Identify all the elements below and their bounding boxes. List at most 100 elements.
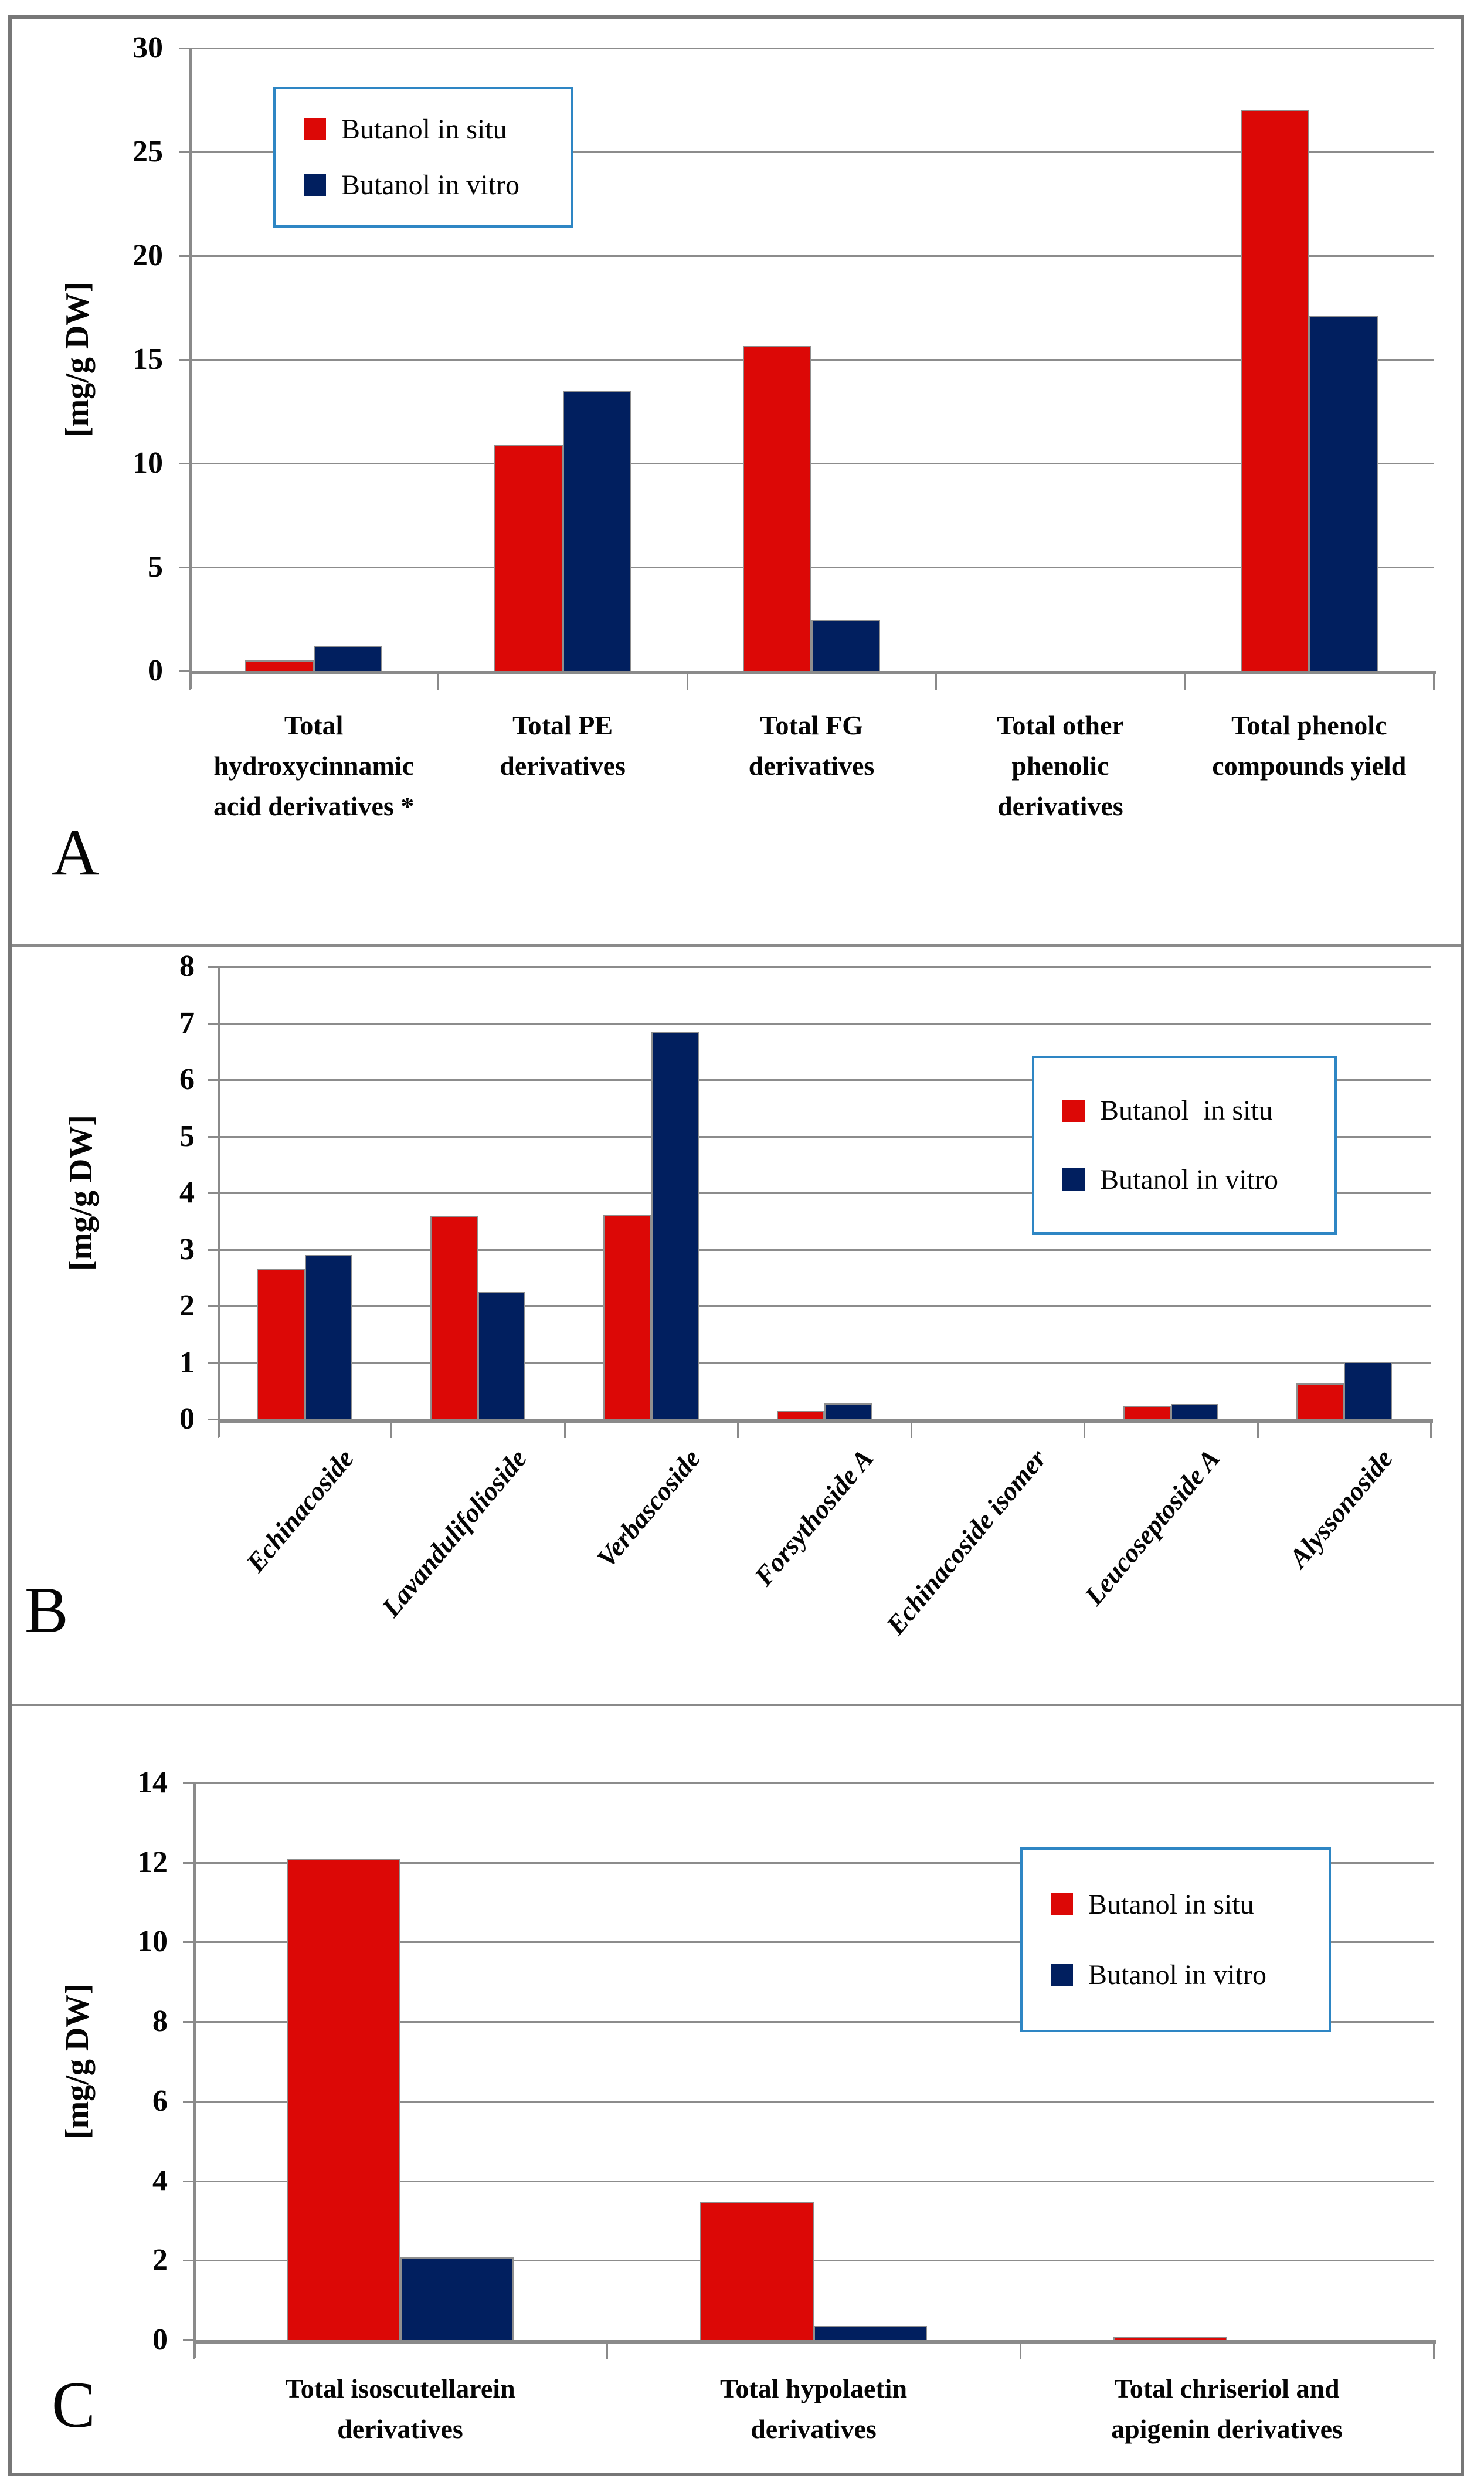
y-tick-mark xyxy=(179,463,191,464)
y-tick-label: 15 xyxy=(133,343,163,376)
bar-butanol-in-vitro xyxy=(314,646,382,671)
y-tick-label: 5 xyxy=(179,1119,195,1153)
x-axis xyxy=(218,1419,1433,1423)
gridline xyxy=(218,1022,1431,1025)
gridline xyxy=(189,48,1434,49)
legend-box: Butanol in situ Butanol in vitro xyxy=(1032,1056,1337,1235)
legend-entry: Butanol in situ xyxy=(1051,1888,1329,1921)
gridline xyxy=(218,966,1431,968)
x-tick-mark xyxy=(1257,1423,1259,1438)
panel-letter-c: C xyxy=(52,2369,96,2441)
x-category-label: Total FG derivatives xyxy=(748,710,875,781)
y-tick-label: 12 xyxy=(137,1845,168,1879)
x-tick-mark xyxy=(390,1423,393,1438)
bar-butanol-in-situ xyxy=(245,660,314,671)
y-axis xyxy=(193,1783,196,2358)
y-tick-mark xyxy=(179,359,191,361)
panel-divider-a-b xyxy=(12,944,1461,947)
bar-butanol-in-vitro xyxy=(651,1031,699,1419)
bar-butanol-in-vitro xyxy=(304,1255,352,1419)
y-tick-mark xyxy=(208,966,219,968)
y-tick-label: 7 xyxy=(179,1006,195,1040)
legend-entry: Butanol in situ xyxy=(304,113,571,145)
legend-swatch-in-situ xyxy=(304,118,326,141)
x-category-label: Total other phenolic derivatives xyxy=(996,710,1124,821)
legend-swatch-in-vitro xyxy=(304,174,326,196)
y-tick-label: 1 xyxy=(179,1345,195,1379)
gridline xyxy=(189,255,1434,257)
y-tick-mark xyxy=(183,2021,195,2023)
x-tick-mark xyxy=(1433,674,1435,690)
gridline xyxy=(218,1305,1431,1307)
x-tick-mark xyxy=(1084,1423,1086,1438)
y-tick-label: 2 xyxy=(152,2243,168,2277)
x-tick-mark xyxy=(606,2344,608,2359)
y-axis-title: [mg/g DW] xyxy=(59,1983,96,2139)
y-tick-mark xyxy=(183,1861,195,1864)
y-tick-mark xyxy=(208,1249,219,1251)
x-tick-mark xyxy=(1430,1423,1432,1438)
y-tick-mark xyxy=(183,2180,195,2182)
y-tick-mark xyxy=(183,1941,195,1944)
y-tick-label: 3 xyxy=(179,1232,195,1266)
bar-butanol-in-situ xyxy=(430,1215,478,1419)
gridline xyxy=(189,359,1434,361)
x-tick-mark xyxy=(437,674,440,690)
y-tick-label: 8 xyxy=(179,950,195,983)
legend-label: Butanol in situ xyxy=(1088,1888,1254,1920)
panel-divider-b-c xyxy=(12,1704,1461,1706)
gridline xyxy=(218,1249,1431,1251)
legend-swatch-in-situ xyxy=(1062,1099,1085,1122)
panel-letter-b: B xyxy=(25,1574,69,1647)
y-tick-label: 25 xyxy=(133,135,163,168)
y-tick-mark xyxy=(179,567,191,568)
x-tick-mark xyxy=(910,1423,912,1438)
y-tick-label: 10 xyxy=(133,446,163,480)
x-tick-mark xyxy=(935,674,938,690)
x-category-label: Total phenolc compounds yield xyxy=(1212,710,1407,781)
y-tick-label: 0 xyxy=(152,2323,168,2356)
y-tick-mark xyxy=(208,1135,219,1138)
x-tick-mark xyxy=(1184,674,1186,690)
gridline xyxy=(218,1362,1431,1364)
y-axis xyxy=(218,967,220,1437)
y-tick-mark xyxy=(208,1305,219,1307)
x-category-label: Total hydroxycinnamic acid derivatives * xyxy=(213,710,415,821)
gridline xyxy=(193,1782,1434,1784)
bar-butanol-in-vitro xyxy=(562,391,631,671)
y-tick-mark xyxy=(179,255,191,257)
legend-box: Butanol in situ Butanol in vitro xyxy=(273,87,573,228)
legend-label: Butanol in situ xyxy=(1100,1095,1273,1127)
bar-butanol-in-situ xyxy=(286,1858,400,2340)
legend-entry: Butanol in vitro xyxy=(1062,1164,1334,1196)
bar-butanol-in-vitro xyxy=(811,620,880,671)
gridline xyxy=(193,2100,1434,2103)
y-tick-mark xyxy=(183,2260,195,2262)
bar-butanol-in-vitro xyxy=(1344,1361,1392,1419)
bar-butanol-in-situ xyxy=(1113,2337,1227,2340)
gridline xyxy=(218,1079,1431,1081)
gridline xyxy=(189,567,1434,568)
bar-butanol-in-vitro xyxy=(400,2257,514,2340)
x-category-label: Total isoscutellarein derivatives xyxy=(285,2373,515,2444)
x-tick-mark xyxy=(686,674,688,690)
y-tick-label: 20 xyxy=(133,239,163,272)
legend-label: Butanol in vitro xyxy=(1088,1959,1266,1991)
bar-butanol-in-situ xyxy=(1241,110,1309,671)
x-axis xyxy=(189,671,1436,674)
bar-butanol-in-situ xyxy=(1123,1405,1171,1419)
legend-swatch-in-vitro xyxy=(1051,1964,1073,1986)
x-category-label: Total PE derivatives xyxy=(500,710,626,781)
gridline xyxy=(189,151,1434,153)
x-tick-mark xyxy=(193,2344,195,2359)
bar-butanol-in-situ xyxy=(603,1214,651,1419)
legend-label: Butanol in vitro xyxy=(341,169,519,201)
panel-letter-a: A xyxy=(52,816,99,889)
figure-border xyxy=(8,15,1464,2476)
x-tick-mark xyxy=(189,674,191,690)
x-category-label: Total chriseriol and apigenin derivative… xyxy=(1111,2373,1343,2444)
x-category-label: Total hypolaetin derivatives xyxy=(719,2373,908,2444)
legend-label: Butanol in vitro xyxy=(1100,1164,1278,1195)
y-tick-label: 5 xyxy=(148,550,163,584)
x-tick-mark xyxy=(1433,2344,1435,2359)
